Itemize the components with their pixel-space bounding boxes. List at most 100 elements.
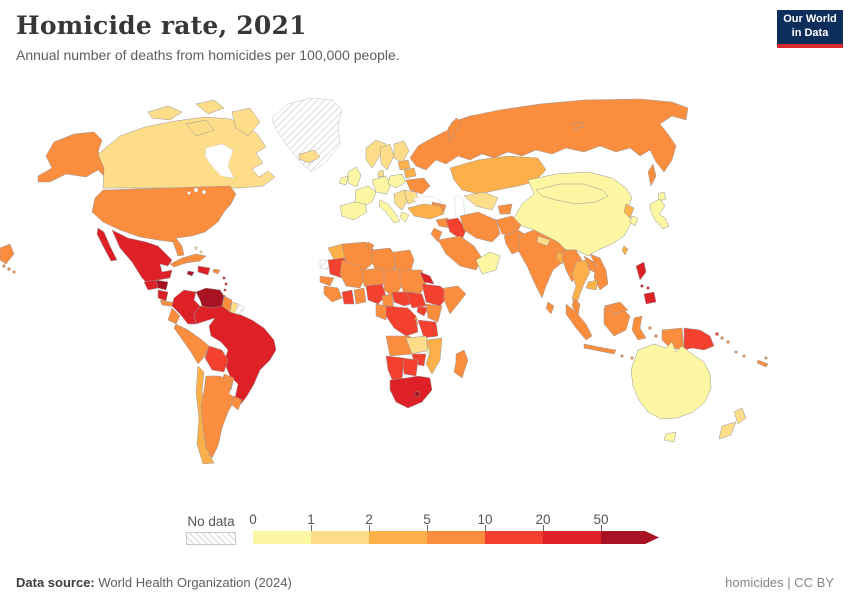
region-indonesia[interactable] — [648, 326, 652, 330]
region-russia[interactable] — [647, 163, 657, 187]
region-north-korea[interactable] — [623, 203, 635, 219]
region-bahamas[interactable] — [199, 250, 203, 254]
region-mongolia[interactable] — [535, 183, 609, 205]
region-eritrea[interactable] — [419, 271, 435, 285]
region-indonesia[interactable] — [630, 356, 634, 360]
region-botswana[interactable] — [401, 357, 419, 377]
region-ivory-coast[interactable] — [341, 289, 355, 305]
region-kenya[interactable] — [425, 303, 443, 323]
legend-bin-10-20[interactable] — [485, 531, 543, 544]
region-bolivia[interactable] — [204, 345, 229, 373]
region-canada[interactable] — [97, 116, 276, 189]
region-sweden[interactable] — [379, 143, 395, 171]
region-turkey[interactable] — [407, 203, 445, 220]
region-papua-new-guinea[interactable] — [715, 332, 719, 336]
region-belarus[interactable] — [403, 167, 417, 179]
region-iraq[interactable] — [445, 217, 467, 241]
region-indonesia[interactable] — [565, 303, 593, 341]
region-japan[interactable] — [657, 191, 667, 202]
region-lesotho[interactable] — [414, 391, 420, 397]
region-puerto-rico[interactable] — [212, 268, 221, 275]
region-nigeria[interactable] — [365, 283, 387, 305]
region-canada[interactable] — [147, 105, 183, 121]
region-indonesia[interactable] — [654, 334, 658, 338]
legend-bin-20-50[interactable] — [543, 531, 601, 544]
region-indonesia[interactable] — [620, 354, 624, 358]
no-data-swatch[interactable] — [186, 532, 236, 545]
region-nepal[interactable] — [536, 235, 551, 247]
region-finland[interactable] — [393, 140, 410, 164]
region-russia[interactable] — [571, 121, 585, 130]
region-philippines[interactable] — [635, 261, 647, 281]
region-tajik-kyrgyz[interactable] — [497, 203, 513, 215]
region-tunisia[interactable] — [365, 241, 375, 252]
region-senegal[interactable] — [319, 275, 335, 287]
region-poland[interactable] — [387, 173, 407, 189]
region-kazakhstan[interactable] — [449, 155, 547, 195]
region-jordan-israel[interactable] — [430, 227, 443, 243]
region-mexico[interactable] — [111, 229, 173, 287]
region-canada[interactable] — [195, 99, 225, 115]
region-saudi-arabia[interactable] — [437, 235, 483, 271]
region-lesser-antilles[interactable] — [224, 282, 228, 286]
region-new-zealand[interactable] — [718, 421, 737, 440]
region-mexico[interactable] — [96, 227, 118, 262]
region-papua-new-guinea[interactable] — [683, 327, 715, 351]
region-vanuatu-fiji[interactable] — [764, 356, 768, 360]
region-guatemala[interactable] — [143, 279, 159, 291]
region-honduras[interactable] — [155, 279, 169, 291]
region-canada[interactable] — [231, 107, 261, 137]
region-thailand[interactable] — [571, 259, 591, 307]
legend-bin-5-10[interactable] — [427, 531, 485, 544]
region-peru[interactable] — [173, 323, 210, 365]
region-germany-central[interactable] — [371, 175, 392, 195]
region-greece[interactable] — [399, 211, 410, 223]
region-mozambique[interactable] — [425, 337, 443, 375]
region-uruguay[interactable] — [230, 395, 243, 411]
region-norway[interactable] — [365, 139, 387, 169]
region-philippines[interactable] — [643, 291, 657, 305]
region-south-sudan[interactable] — [405, 291, 427, 309]
legend-bin-50+[interactable] — [601, 531, 659, 544]
region-baltics[interactable] — [397, 159, 411, 171]
region-rwanda-burundi[interactable] — [414, 317, 418, 321]
region-greenland[interactable] — [271, 97, 343, 173]
region-new-caledonia[interactable] — [756, 359, 769, 368]
region-iberia[interactable] — [339, 201, 368, 221]
region-hawaii[interactable] — [12, 270, 16, 274]
region-nicaragua[interactable] — [157, 289, 169, 302]
region-balkans[interactable] — [393, 189, 409, 211]
region-indonesia[interactable] — [631, 315, 647, 341]
region-ireland[interactable] — [338, 175, 349, 186]
region-philippines[interactable] — [640, 284, 644, 288]
region-yemen-oman[interactable] — [475, 251, 501, 275]
region-russia[interactable] — [447, 117, 463, 143]
region-solomon-islands[interactable] — [726, 340, 730, 344]
region-new-zealand[interactable] — [733, 407, 747, 425]
region-cuba[interactable] — [169, 253, 207, 268]
region-jamaica[interactable] — [186, 270, 195, 277]
region-australia[interactable] — [663, 431, 677, 443]
license-note[interactable]: homicides | CC BY — [725, 575, 834, 590]
region-congo-gabon[interactable] — [375, 303, 389, 321]
region-rwanda-burundi[interactable] — [415, 321, 419, 325]
region-japan[interactable] — [649, 198, 670, 230]
region-indonesia[interactable] — [661, 327, 685, 351]
region-italy[interactable] — [378, 199, 401, 224]
region-iceland[interactable] — [298, 149, 321, 164]
region-brazil[interactable] — [193, 305, 277, 405]
region-vanuatu-fiji[interactable] — [734, 350, 738, 354]
region-sri-lanka[interactable] — [545, 301, 555, 315]
region-vietnam[interactable] — [589, 253, 609, 291]
region-somalia[interactable] — [443, 285, 467, 315]
region-usa[interactable] — [91, 185, 237, 257]
region-hawaii[interactable] — [2, 264, 6, 268]
region-taiwan[interactable] — [621, 245, 629, 256]
region-ghana-togo-benin[interactable] — [353, 287, 367, 305]
region-solomon-islands[interactable] — [720, 336, 724, 340]
region-ukraine[interactable] — [405, 177, 431, 195]
region-south-korea[interactable] — [629, 215, 639, 227]
region-bahamas[interactable] — [194, 246, 198, 250]
region-canada[interactable] — [185, 119, 215, 137]
